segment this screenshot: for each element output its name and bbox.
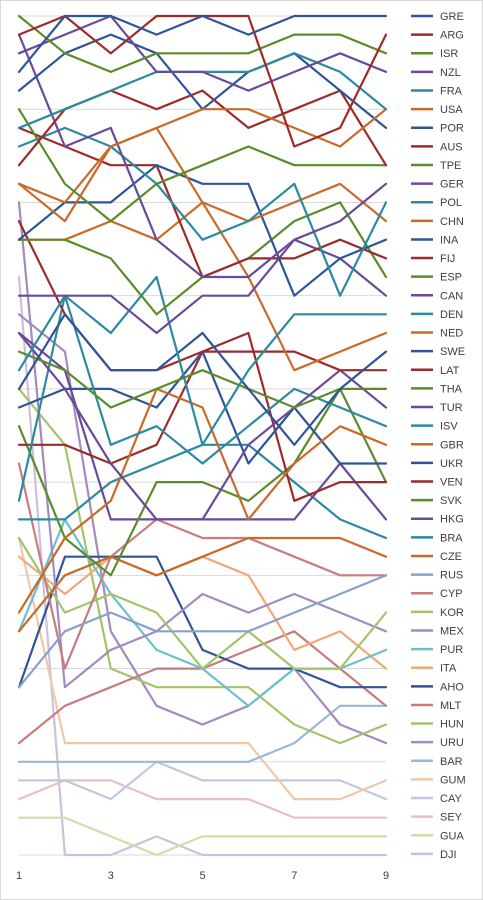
- series-line-sey: [17, 779, 388, 819]
- legend-label-can: CAN: [440, 290, 463, 302]
- legend-label-ita: ITA: [440, 663, 457, 675]
- legend-label-pol: POL: [440, 197, 462, 209]
- legend-label-sey: SEY: [440, 812, 463, 824]
- legend-label-ukr: UKR: [440, 458, 463, 470]
- series-line-cyp: [17, 462, 388, 670]
- legend-label-pur: PUR: [440, 644, 463, 656]
- legend-label-hun: HUN: [440, 719, 464, 731]
- legend-label-aho: AHO: [440, 681, 464, 693]
- x-tick-label: 3: [108, 870, 114, 882]
- series-lines: [17, 14, 388, 857]
- legend-label-gbr: GBR: [440, 439, 464, 451]
- legend-label-mlt: MLT: [440, 700, 461, 712]
- legend: GRE ARG ISR NZL FRA USA POR AUS TPE GER POL CHN INA F…: [411, 11, 466, 861]
- legend-label-hkg: HKG: [440, 514, 464, 526]
- legend-label-tpe: TPE: [440, 160, 461, 172]
- legend-label-esp: ESP: [440, 272, 462, 284]
- series-line-rus: [17, 574, 388, 689]
- series-line-pol: [17, 126, 388, 297]
- legend-label-kor: KOR: [440, 607, 464, 619]
- series-line-gua: [17, 816, 388, 857]
- legend-label-por: POR: [440, 123, 464, 135]
- legend-label-swe: SWE: [440, 346, 465, 358]
- legend-label-isr: ISR: [440, 48, 458, 60]
- legend-label-usa: USA: [440, 104, 463, 116]
- legend-label-cze: CZE: [440, 551, 462, 563]
- x-axis-tick-labels: 1 3 5 7 9: [16, 870, 389, 882]
- series-line-cay: [17, 760, 388, 801]
- legend-label-bra: BRA: [440, 532, 463, 544]
- x-tick-label: 5: [199, 870, 205, 882]
- legend-label-lat: LAT: [440, 365, 460, 377]
- legend-label-arg: ARG: [440, 30, 464, 42]
- legend-label-tur: TUR: [440, 402, 463, 414]
- series-line-gbr: [17, 387, 388, 614]
- series-line-ina: [17, 164, 388, 297]
- series-line-hun: [17, 387, 388, 745]
- legend-label-rus: RUS: [440, 570, 463, 582]
- legend-label-fra: FRA: [440, 85, 463, 97]
- series-line-chn: [17, 126, 388, 223]
- legend-label-dji: DJI: [440, 849, 457, 861]
- series-line-dji: [17, 275, 388, 857]
- series-line-uru: [17, 313, 388, 745]
- legend-label-bar: BAR: [440, 756, 463, 768]
- series-line-usa: [17, 108, 388, 223]
- series-line-swe: [17, 313, 388, 446]
- series-line-bar: [17, 704, 388, 763]
- legend-label-tha: THA: [440, 383, 463, 395]
- legend-label-ger: GER: [440, 179, 464, 191]
- legend-label-aus: AUS: [440, 141, 463, 153]
- x-tick-label: 9: [383, 870, 389, 882]
- series-line-can: [17, 238, 388, 335]
- x-tick-label: 7: [291, 870, 297, 882]
- legend-label-fij: FIJ: [440, 253, 455, 265]
- series-line-aho: [17, 555, 388, 689]
- series-line-ger: [17, 33, 388, 279]
- legend-label-cyp: CYP: [440, 588, 463, 600]
- legend-label-den: DEN: [440, 309, 463, 321]
- series-line-mex: [17, 201, 388, 689]
- series-line-isv: [17, 294, 388, 502]
- legend-label-gre: GRE: [440, 11, 464, 23]
- series-line-den: [17, 275, 388, 446]
- series-line-tha: [17, 350, 388, 409]
- series-line-gre: [17, 14, 388, 74]
- legend-label-chn: CHN: [440, 216, 464, 228]
- legend-label-ina: INA: [440, 234, 459, 246]
- legend-label-isv: ISV: [440, 421, 458, 433]
- legend-label-mex: MEX: [440, 625, 465, 637]
- legend-label-ven: VEN: [440, 477, 463, 489]
- series-line-kor: [17, 536, 388, 670]
- series-line-svk: [17, 387, 388, 577]
- x-tick-label: 1: [16, 870, 22, 882]
- series-line-isr: [17, 14, 388, 74]
- legend-label-ned: NED: [440, 328, 463, 340]
- series-line-gum: [17, 536, 388, 801]
- legend-label-gum: GUM: [440, 774, 466, 786]
- legend-label-svk: SVK: [440, 495, 463, 507]
- legend-label-cay: CAY: [440, 793, 462, 805]
- series-line-cze: [17, 536, 388, 633]
- legend-label-nzl: NZL: [440, 67, 461, 79]
- legend-label-gua: GUA: [440, 830, 465, 842]
- series-line-tur: [17, 331, 388, 521]
- legend-label-uru: URU: [440, 737, 464, 749]
